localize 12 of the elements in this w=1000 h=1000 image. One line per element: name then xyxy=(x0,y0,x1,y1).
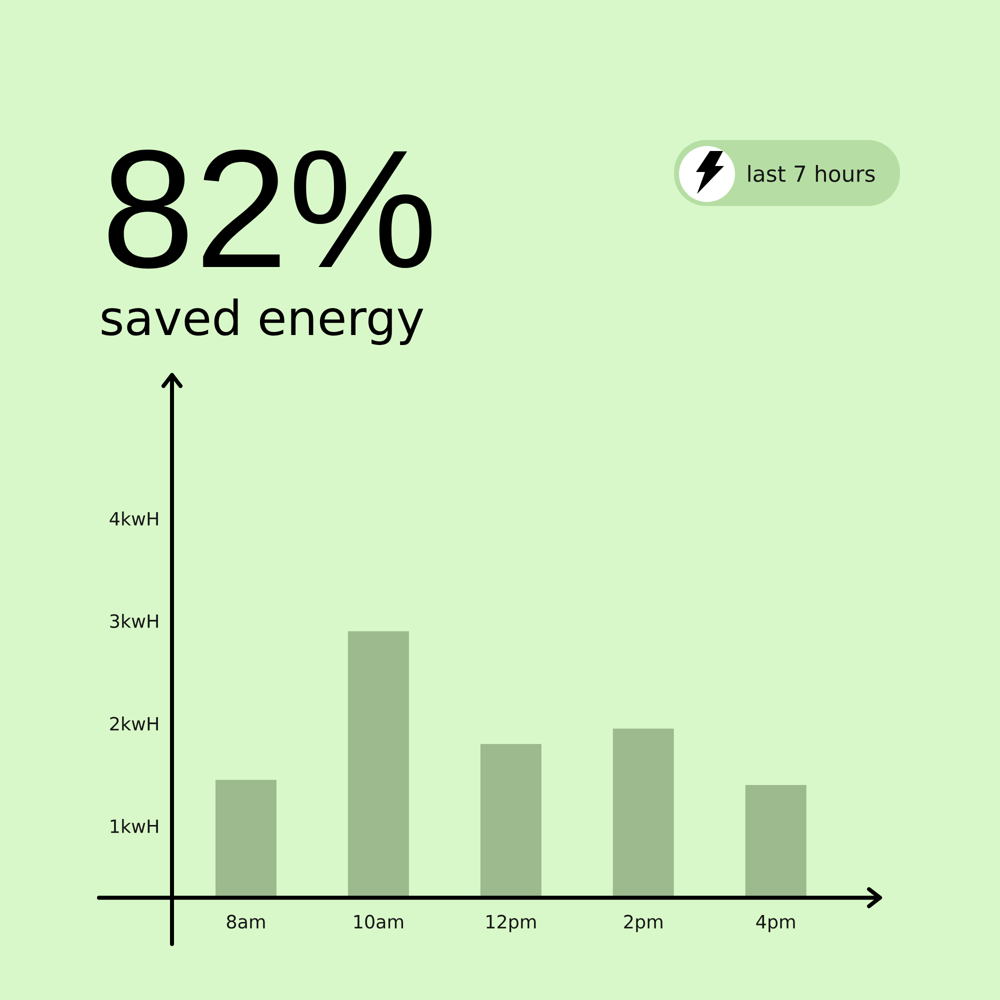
y-tick-label: 4kwH xyxy=(110,512,158,526)
chart-subtitle: saved energy xyxy=(102,298,424,345)
chart-title: 82% xyxy=(108,150,432,269)
y-tick-label: 1kwH xyxy=(110,819,158,833)
x-tick-label: 10am xyxy=(354,914,404,929)
y-tick-label: 2kwH xyxy=(110,716,158,730)
x-tick-label: 12pm xyxy=(486,914,536,932)
text: last 7 hours xyxy=(748,164,875,182)
y-tick-label: 3kwH xyxy=(110,614,158,628)
x-tick-label: 4pm xyxy=(756,915,795,932)
x-tick-label: 2pm xyxy=(624,914,662,932)
x-tick-label: 8am xyxy=(226,914,265,929)
